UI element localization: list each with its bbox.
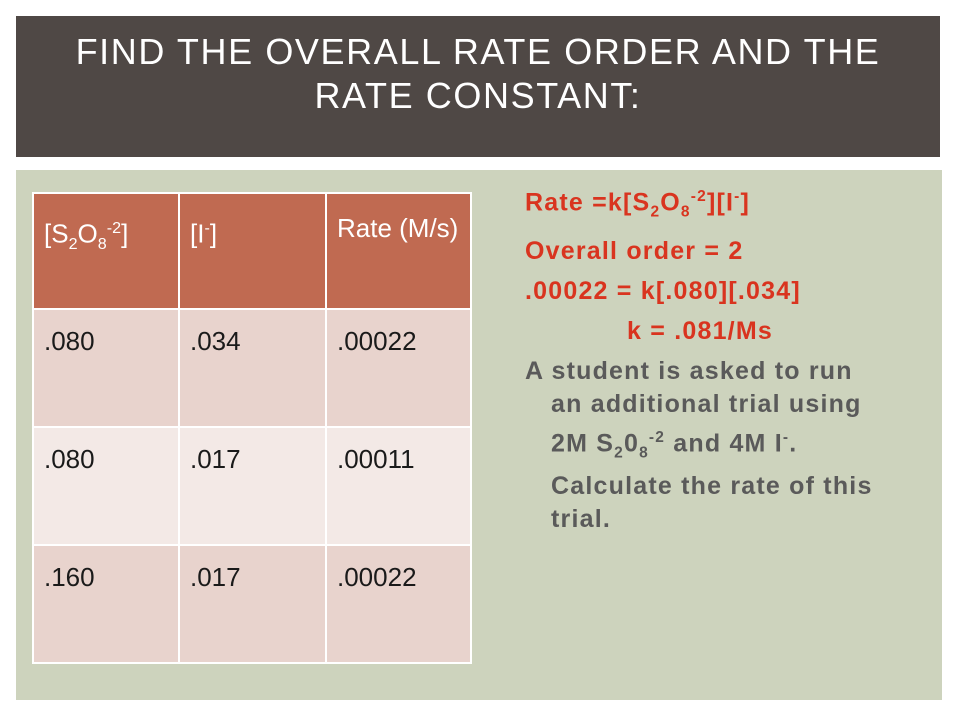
text-run: ] — [740, 188, 751, 217]
text-run: Rate (M/s) — [337, 213, 459, 243]
table-cell: .160 — [32, 544, 180, 664]
text-run: Overall order = 2 — [525, 237, 744, 266]
text-run: k = .081/Ms — [627, 317, 773, 346]
header-row: [S2O8-2] [I-] Rate (M/s) — [32, 192, 472, 310]
subscript: 8 — [639, 444, 649, 462]
superscript: - — [204, 219, 210, 237]
table-cell: .034 — [178, 308, 327, 428]
note-line: k = .081/Ms — [525, 315, 875, 348]
text-run: .00022 = k[.080][.034] — [525, 277, 801, 306]
note-line: Overall order = 2 — [525, 235, 875, 268]
superscript: -2 — [648, 429, 666, 447]
text-run: ][I — [706, 188, 735, 217]
superscript: - — [782, 429, 790, 447]
text-run: 0 — [623, 429, 640, 458]
text-run: ] — [121, 218, 129, 249]
text-run: O — [77, 218, 98, 249]
superscript: - — [734, 188, 741, 205]
subscript: 2 — [650, 203, 661, 221]
table-cell: .00022 — [325, 308, 472, 428]
table-row: .080.017.00011 — [32, 426, 472, 546]
note-line: .00022 = k[.080][.034] — [525, 275, 875, 308]
table-cell: .017 — [178, 426, 327, 546]
header-cell: [S2O8-2] — [32, 192, 180, 310]
table-cell: .080 — [32, 308, 180, 428]
text-run: Rate =k[S — [525, 188, 651, 217]
subscript: 2 — [68, 234, 78, 253]
notes: Rate =k[S2O8-2][I-] Overall order = 2.000… — [525, 180, 875, 543]
text-run: . Calculate the rate of this trial. — [551, 429, 873, 533]
text-run: [I — [190, 218, 205, 249]
text-run: O — [660, 188, 681, 217]
table-cell: .017 — [178, 544, 327, 664]
text-run: and 4M I — [665, 429, 783, 458]
text-run: ] — [209, 218, 218, 249]
table-cell: .00011 — [325, 426, 472, 546]
subscript: 2 — [614, 444, 624, 462]
table-row: .160.017.00022 — [32, 544, 472, 664]
note-line: Rate =k[S2O8-2][I-] — [525, 180, 875, 228]
note-line: A student is asked to run an additional … — [525, 355, 875, 535]
superscript: -2 — [106, 219, 122, 237]
data-table: [S2O8-2] [I-] Rate (M/s) .080.034.00022.080… — [32, 192, 472, 664]
text-run: A student is asked to run an additional … — [525, 357, 862, 458]
text-run: [S — [44, 218, 69, 249]
superscript: -2 — [690, 188, 707, 205]
table-row: .080.034.00022 — [32, 308, 472, 428]
table-cell: .080 — [32, 426, 180, 546]
subscript: 8 — [680, 203, 691, 221]
header-cell: Rate (M/s) — [325, 192, 472, 310]
header-cell: [I-] — [178, 192, 327, 310]
title-bar: FIND THE OVERALL RATE ORDER AND THE RATE… — [16, 16, 940, 157]
title: FIND THE OVERALL RATE ORDER AND THE RATE… — [75, 31, 881, 116]
subscript: 8 — [97, 234, 107, 253]
table-cell: .00022 — [325, 544, 472, 664]
